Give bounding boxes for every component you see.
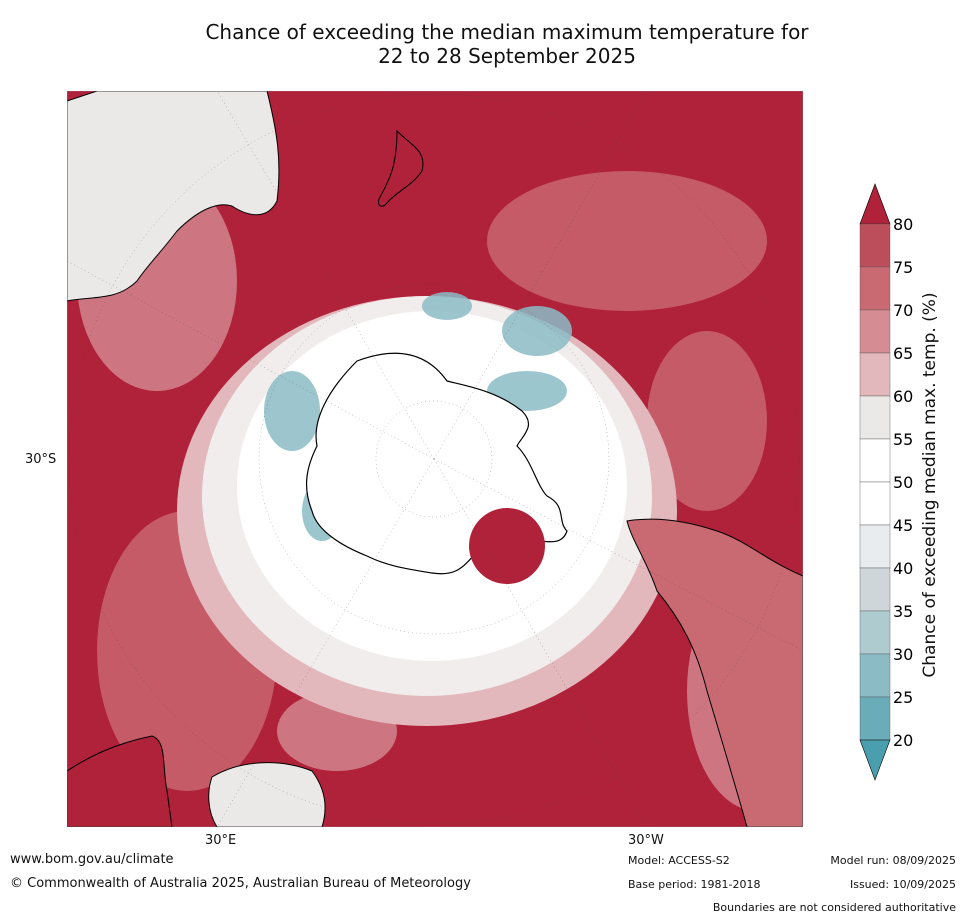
latitude-label: 30°S [25, 452, 57, 467]
graticule [67, 91, 803, 827]
colorbar-tick-label: 30 [893, 645, 913, 664]
colorbar-tick-label: 25 [893, 688, 913, 707]
title-line-2: 22 to 28 September 2025 [378, 44, 636, 68]
colorbar-tick-label: 70 [893, 301, 913, 320]
colorbar-tick-label: 65 [893, 344, 913, 363]
africa-coastline [67, 735, 173, 827]
colorbar-segment [859, 524, 891, 569]
madagascar-coastline [208, 762, 326, 827]
colorbar-extend-low [859, 739, 891, 781]
colorbar-tick-label: 50 [893, 473, 913, 492]
footer-copyright: © Commonwealth of Australia 2025, Austra… [10, 876, 471, 891]
colorbar: 80 75 70 65 60 55 50 45 40 35 30 25 20 [859, 183, 913, 781]
footer-url[interactable]: www.bom.gov.au/climate [10, 852, 174, 867]
footer-boundaries: Boundaries are not considered authoritat… [712, 901, 956, 914]
australia-coastline [67, 91, 280, 302]
colorbar-segment [859, 653, 891, 698]
colorbar-tick-label: 45 [893, 516, 913, 535]
colorbar-tick-label: 20 [893, 731, 913, 750]
colorbar-segment [859, 352, 891, 397]
map-title: Chance of exceeding the median maximum t… [0, 20, 965, 68]
colorbar-tick-label: 35 [893, 602, 913, 621]
footer-issued: Issued: 10/09/2025 [849, 878, 956, 891]
title-line-1: Chance of exceeding the median maximum t… [205, 20, 809, 44]
footer-model: Model: ACCESS-S2 [628, 854, 730, 867]
colorbar-segment [859, 266, 891, 311]
colorbar-title: Chance of exceeding median max. temp. (%… [920, 292, 940, 678]
colorbar-tick-label: 60 [893, 387, 913, 406]
longitude-label-west: 30°W [628, 833, 664, 848]
colorbar-segment [859, 438, 891, 483]
colorbar-tick-label: 40 [893, 559, 913, 578]
south-america-coastline [626, 518, 803, 827]
colorbar-segment [859, 309, 891, 354]
warm-patch-antarctica [469, 508, 545, 584]
colorbar-tick-label: 80 [893, 215, 913, 234]
colorbar-segment [859, 481, 891, 526]
colorbar-segment [859, 395, 891, 440]
footer-base-period: Base period: 1981-2018 [628, 878, 761, 891]
longitude-label-east: 30°E [205, 833, 237, 848]
colorbar-segment [859, 567, 891, 612]
colorbar-segment [859, 696, 891, 741]
colorbar-segment [859, 223, 891, 268]
colorbar-tick-label: 55 [893, 430, 913, 449]
colorbar-segment [859, 610, 891, 655]
probability-map [67, 91, 803, 827]
footer-model-run: Model run: 08/09/2025 [830, 854, 956, 867]
colorbar-extend-high [859, 183, 891, 225]
colorbar-tick-label: 75 [893, 258, 913, 277]
new-zealand-coastline [378, 129, 424, 207]
